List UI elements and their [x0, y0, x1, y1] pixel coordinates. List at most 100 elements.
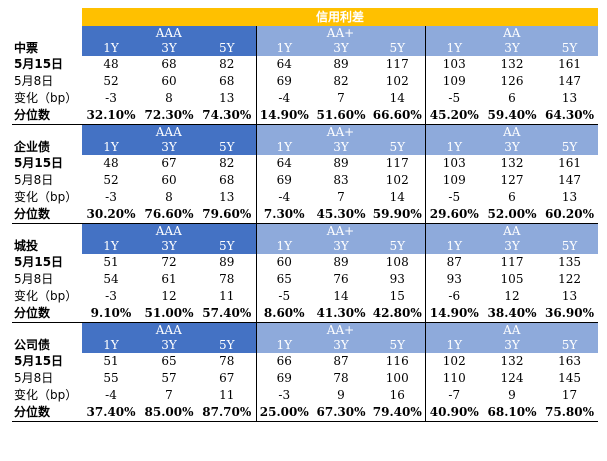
row-label: 变化（bp） — [14, 190, 78, 204]
tenor-header-row: 城投 1Y 3Y 5Y 1Y 3Y 5Y 1Y 3Y 5Y — [12, 239, 599, 254]
value-cell: -3 — [105, 289, 117, 303]
value-cell: 54 — [103, 272, 119, 286]
value-cell: 76 — [333, 272, 349, 286]
value-cell: -4 — [255, 90, 312, 107]
value-cell: 8 — [165, 91, 173, 105]
value-cell: 8 — [165, 190, 173, 204]
value-cell: 132 — [500, 57, 524, 71]
row-label: 变化（bp） — [14, 91, 78, 105]
rating-group-header: AA+ — [255, 223, 425, 239]
rating-group-header: AA — [424, 26, 599, 41]
tenor-header: 1Y — [82, 239, 140, 254]
credit-spread-table: 信用利差 AAA AA+ AA 中票 1Y 3Y 5Y 1Y 3Y 5Y 1Y 3Y 5Y 5月15日 48… — [12, 8, 599, 422]
value-cell: 30.20% — [82, 206, 140, 224]
value-cell: 68 — [219, 173, 235, 187]
tenor-header: 1Y — [424, 41, 483, 56]
value-cell: 79.60% — [198, 206, 256, 224]
value-cell: 17 — [561, 388, 578, 402]
value-cell: 45.30% — [312, 206, 370, 224]
value-cell: 16 — [389, 388, 405, 402]
value-cell: -5 — [424, 90, 483, 107]
row-label: 分位数 — [12, 107, 82, 125]
value-cell: 6 — [508, 91, 516, 105]
value-cell: 68 — [161, 57, 177, 71]
tenor-header: 5Y — [198, 239, 256, 254]
value-cell: 108 — [385, 255, 409, 269]
value-cell: 93 — [424, 271, 483, 288]
value-cell: 109 — [424, 73, 483, 90]
value-cell: 60 — [161, 173, 177, 187]
value-cell: 67 — [161, 156, 177, 170]
value-cell: -5 — [255, 288, 312, 305]
value-cell: 32.10% — [82, 107, 140, 125]
section-name: 中票 — [14, 41, 39, 55]
value-cell: -5 — [424, 189, 483, 206]
tenor-header: 5Y — [541, 239, 599, 254]
value-cell: 102 — [385, 173, 409, 187]
value-cell: 78 — [219, 272, 235, 286]
section-name: 公司债 — [14, 338, 51, 352]
rating-group-header: AA+ — [255, 124, 425, 140]
tenor-header: 5Y — [370, 239, 425, 254]
value-cell: 13 — [561, 190, 578, 204]
value-cell: 82 — [333, 74, 349, 88]
value-cell: 72 — [161, 255, 177, 269]
section-blank — [12, 322, 82, 338]
tenor-header: 3Y — [140, 239, 198, 254]
value-cell: 11 — [219, 289, 235, 303]
value-cell: -7 — [424, 387, 483, 404]
value-cell: 161 — [558, 156, 581, 170]
group-header-row: AAA AA+ AA — [12, 124, 599, 140]
data-row: 变化（bp） -3 8 13 -4 7 14 -5 6 13 — [12, 189, 598, 206]
group-header-row: AAA AA+ AA — [12, 322, 599, 338]
tenor-header: 5Y — [370, 338, 425, 353]
tenor-header: 5Y — [198, 140, 256, 155]
value-cell: 89 — [333, 156, 349, 170]
value-cell: 7 — [337, 91, 345, 105]
value-cell: 117 — [500, 255, 524, 269]
section-blank — [12, 223, 82, 239]
tenor-header: 5Y — [198, 41, 256, 56]
value-cell: 9 — [337, 388, 345, 402]
tenor-header: 5Y — [370, 140, 425, 155]
group-header-row: AAA AA+ AA — [12, 26, 599, 41]
section-name: 城投 — [14, 239, 39, 253]
value-cell: 103 — [424, 155, 483, 172]
tenor-header: 3Y — [140, 338, 198, 353]
value-cell: -3 — [105, 91, 117, 105]
row-label: 变化（bp） — [14, 289, 78, 303]
tenor-header: 3Y — [483, 338, 541, 353]
value-cell: 147 — [558, 173, 581, 187]
tenor-header: 1Y — [424, 338, 483, 353]
value-cell: 147 — [558, 74, 581, 88]
row-label: 5月8日 — [14, 371, 54, 385]
data-row: 5月8日 55 57 67 69 78 100 110 124 145 — [12, 370, 598, 387]
value-cell: 103 — [424, 56, 483, 73]
value-cell: 42.80% — [370, 305, 425, 323]
tenor-header: 1Y — [82, 41, 140, 56]
tenor-header: 5Y — [198, 338, 256, 353]
value-cell: 64 — [255, 56, 312, 73]
value-cell: 14 — [333, 289, 349, 303]
value-cell: 12 — [161, 289, 177, 303]
value-cell: 65 — [255, 271, 312, 288]
value-cell: 48 — [103, 156, 119, 170]
value-cell: 51.00% — [140, 305, 198, 323]
value-cell: 57.40% — [198, 305, 256, 323]
value-cell: 145 — [558, 371, 581, 385]
value-cell: 14.90% — [255, 107, 312, 125]
value-cell: 87.70% — [198, 404, 256, 422]
value-cell: 11 — [219, 388, 235, 402]
value-cell: 51 — [103, 354, 119, 368]
tenor-header: 3Y — [483, 239, 541, 254]
tenor-header: 3Y — [312, 239, 370, 254]
value-cell: 79.40% — [370, 404, 425, 422]
data-row: 变化（bp） -3 8 13 -4 7 14 -5 6 13 — [12, 90, 598, 107]
data-row: 变化（bp） -4 7 11 -3 9 16 -7 9 17 — [12, 387, 598, 404]
rating-group-header: AA — [424, 223, 599, 239]
value-cell: 57 — [161, 371, 177, 385]
value-cell: -3 — [105, 190, 117, 204]
data-row: 5月8日 54 61 78 65 76 93 93 105 122 — [12, 271, 598, 288]
value-cell: 105 — [500, 272, 524, 286]
value-cell: 126 — [500, 74, 524, 88]
